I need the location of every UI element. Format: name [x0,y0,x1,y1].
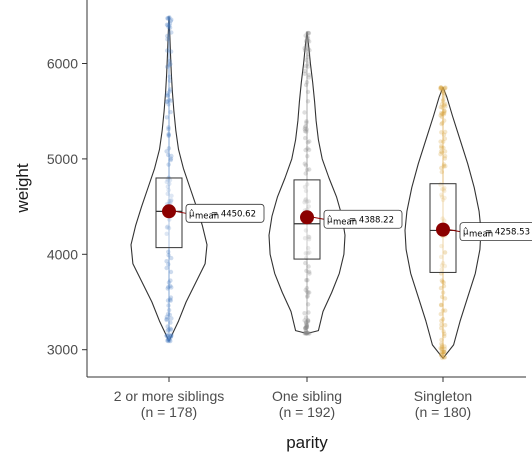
y-tick-label: 6000 [47,56,78,72]
mean-point [162,204,176,218]
violin-group: μ̂ mean= 4450.62 [131,15,264,343]
mean-label-value: = 4258.53 [485,228,530,238]
plot-area: μ̂ mean= 4450.62μ̂ mean= 4388.22μ̂ mean= 42… [131,15,532,360]
y-tick-label: 3000 [47,342,78,358]
x-tick-count-label: (n = 178) [141,404,197,420]
mean-point [436,223,450,237]
violin-group: μ̂ mean= 4388.22 [269,31,402,336]
y-axis-title: weight [13,163,32,213]
y-tick-label: 5000 [47,151,78,167]
x-tick-label: One sibling [272,388,342,404]
violin-group: μ̂ mean= 4258.53 [405,85,532,360]
x-tick-count-label: (n = 192) [279,404,335,420]
x-tick-label: 2 or more siblings [114,388,225,404]
mean-point [300,210,314,224]
y-tick-label: 4000 [47,246,78,262]
x-axis-title: parity [286,433,328,452]
x-tick-count-label: (n = 180) [415,404,471,420]
mean-label-value: = 4450.62 [211,209,256,219]
x-tick-label: Singleton [414,388,472,404]
mean-label-value: = 4388.22 [349,215,394,225]
